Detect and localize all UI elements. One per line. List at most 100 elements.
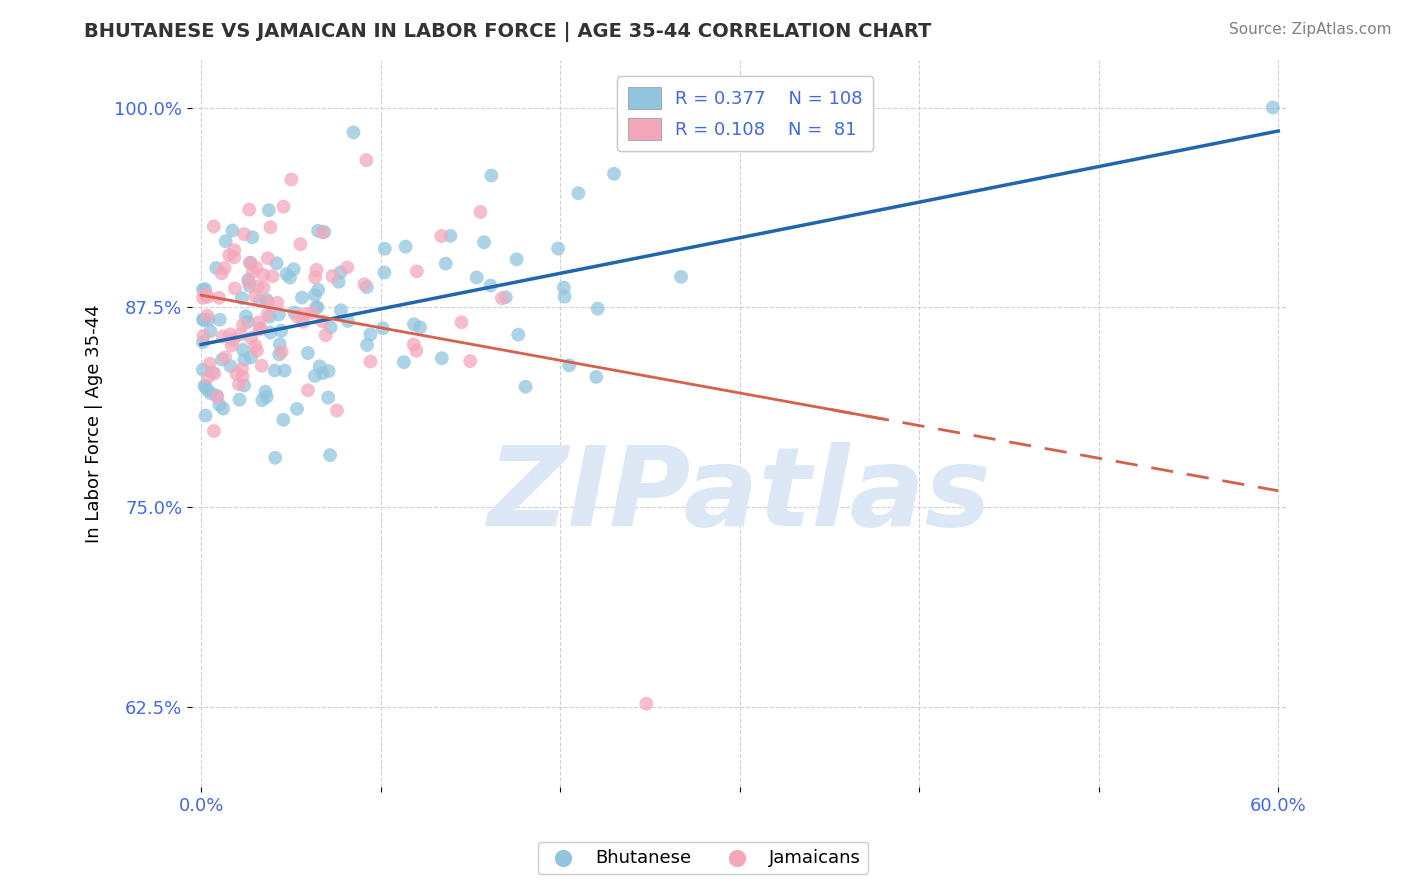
Point [242, 265, 264, 279]
Point [198, 357, 221, 371]
Point [669, 269, 692, 284]
Point [356, 153, 378, 167]
Point [266, 295, 288, 310]
Point [236, 315, 259, 329]
Point [259, 220, 281, 235]
Point [305, 301, 328, 315]
Point [259, 310, 281, 324]
Point [202, 424, 225, 438]
Point [430, 351, 453, 366]
Point [515, 380, 537, 394]
Point [211, 266, 233, 280]
Point [308, 359, 330, 374]
Point [256, 308, 278, 322]
Point [315, 328, 337, 343]
Point [191, 335, 214, 350]
Point [472, 235, 495, 250]
Point [290, 237, 312, 252]
Point [329, 265, 352, 279]
Point [495, 290, 517, 304]
Point [232, 369, 254, 384]
Point [304, 369, 326, 384]
Point [470, 205, 492, 219]
Point [318, 364, 340, 378]
Point [430, 229, 453, 244]
Point [311, 366, 333, 380]
Point [229, 327, 252, 342]
Point [292, 308, 315, 322]
Point [247, 315, 270, 329]
Point [256, 295, 278, 310]
Point [304, 288, 326, 302]
Point [256, 390, 278, 404]
Point [224, 281, 246, 295]
Point [195, 309, 218, 323]
Point [439, 228, 461, 243]
Point [232, 318, 254, 332]
Point [283, 305, 305, 319]
Point [214, 260, 236, 275]
Point [228, 377, 250, 392]
Point [214, 350, 236, 364]
Point [297, 346, 319, 360]
Point [240, 230, 263, 244]
Point [292, 315, 315, 329]
Point [586, 301, 609, 316]
Point [394, 239, 416, 253]
Point [208, 291, 231, 305]
Point [194, 282, 217, 296]
Point [267, 308, 290, 322]
Point [314, 225, 336, 239]
Point [479, 169, 502, 183]
Point [359, 354, 381, 368]
Point [231, 362, 253, 376]
Point [202, 219, 225, 234]
Point [553, 280, 575, 294]
Point [191, 283, 214, 297]
Point [194, 409, 217, 423]
Point [211, 329, 233, 343]
Point [245, 260, 267, 275]
Point [235, 309, 257, 323]
Point [191, 362, 214, 376]
Point [270, 324, 292, 338]
Point [603, 167, 626, 181]
Point [256, 252, 278, 266]
Point [200, 324, 222, 338]
Point [276, 267, 298, 281]
Point [233, 378, 256, 392]
Point [246, 343, 269, 358]
Point [212, 401, 235, 416]
Point [280, 172, 302, 186]
Point [193, 329, 215, 343]
Point [336, 314, 359, 328]
Point [405, 343, 427, 358]
Point [316, 391, 339, 405]
Legend: Bhutanese, Jamaicans: Bhutanese, Jamaicans [537, 842, 869, 874]
Point [239, 256, 262, 270]
Point [215, 234, 238, 248]
Point [328, 275, 350, 289]
Point [271, 413, 294, 427]
Point [228, 392, 250, 407]
Point [283, 262, 305, 277]
Text: ZIPatlas: ZIPatlas [488, 442, 991, 549]
Point [221, 223, 243, 237]
Point [205, 260, 228, 275]
Point [285, 401, 308, 416]
Point [197, 313, 219, 327]
Point [207, 390, 229, 404]
Point [269, 337, 291, 351]
Point [245, 339, 267, 353]
Point [636, 697, 658, 711]
Point [307, 224, 329, 238]
Point [197, 370, 219, 384]
Point [505, 252, 527, 267]
Point [326, 403, 349, 417]
Point [405, 264, 427, 278]
Point [342, 125, 364, 139]
Point [231, 291, 253, 305]
Point [243, 289, 266, 303]
Point [359, 327, 381, 342]
Point [250, 321, 273, 335]
